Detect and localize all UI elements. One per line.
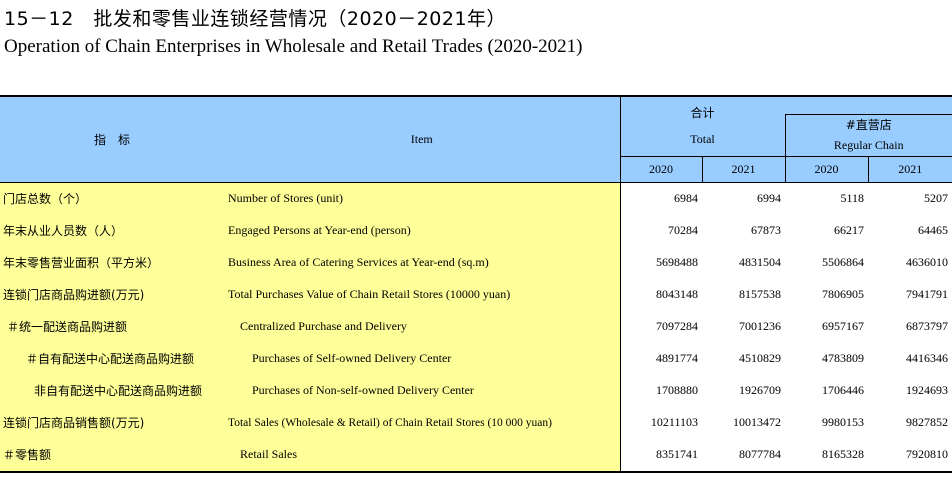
row-label-cn: ＃零售额 (0, 438, 224, 472)
cell-value: 6873797 (906, 319, 948, 333)
row-label-en: Business Area of Catering Services at Ye… (224, 246, 620, 279)
cell-value: 5118 (840, 191, 864, 205)
cell-value: 7806905 (822, 287, 864, 301)
cell-value: 64465 (918, 223, 948, 237)
row-label-cn: ＃自有配送中心配送商品购进额 (0, 342, 224, 375)
cell-value: 4891774 (619, 342, 702, 375)
cell-value: 4416346 (906, 351, 948, 365)
header-total: 合计 Total (619, 96, 785, 157)
cell-value: 4783809 (822, 351, 864, 365)
cell-value: 1924693 (906, 383, 948, 397)
row-label-en: Retail Sales (224, 438, 620, 472)
cell-value: 6957167 (822, 319, 864, 333)
cell-value: 5698488 (619, 246, 702, 279)
cell-value: 8165328 (822, 447, 864, 461)
row-label-en: Total Purchases Value of Chain Retail St… (224, 278, 620, 311)
table-row: 连锁门店商品销售额(万元) Total Sales (Wholesale & R… (0, 406, 952, 439)
row-label-en: Engaged Persons at Year-end (person) (224, 214, 620, 247)
cell-value: 7920810 (906, 447, 948, 461)
table-row: 年末零售营业面积（平方米） Business Area of Catering … (0, 246, 952, 279)
cell-value: 8043148 (619, 278, 702, 311)
row-label-cn: 年末零售营业面积（平方米） (0, 246, 224, 279)
row-label-en: Centralized Purchase and Delivery (224, 310, 620, 343)
row-label-cn: 连锁门店商品销售额(万元) (0, 406, 224, 439)
cell-value: 8157538 (739, 287, 781, 301)
year-regular-2020: 2020 (784, 156, 868, 182)
table-row: 门店总数（个） Number of Stores (unit) 6984 699… (0, 182, 952, 215)
cell-value: 1926709 (739, 383, 781, 397)
cell-value: 8077784 (739, 447, 781, 461)
year-regular-2021: 2021 (867, 156, 952, 182)
year-total-2021: 2021 (701, 156, 785, 182)
row-label-cn: 非自有配送中心配送商品购进额 (0, 374, 224, 407)
cell-value: 67873 (751, 223, 781, 237)
header-spacer (785, 96, 952, 114)
row-label-en: Number of Stores (unit) (224, 182, 620, 215)
cell-value: 5506864 (822, 255, 864, 269)
header-regular-cn: #直营店 (845, 118, 892, 132)
cell-value: 1706446 (822, 383, 864, 397)
cell-value: 70284 (619, 214, 702, 247)
cell-value: 1708880 (619, 374, 702, 407)
cell-value: 4636010 (906, 255, 948, 269)
cell-value: 7941791 (906, 287, 948, 301)
row-label-en: Purchases of Self-owned Delivery Center (224, 342, 620, 375)
header-regular-en: Regular Chain (833, 138, 904, 152)
row-label-cn: 门店总数（个） (0, 182, 224, 215)
table-row: 连锁门店商品购进额(万元) Total Purchases Value of C… (0, 278, 952, 311)
table-row: ＃统一配送商品购进额 Centralized Purchase and Deli… (0, 310, 952, 343)
year-total-2020: 2020 (619, 156, 702, 182)
chain-operation-table: 指 标 Item 合计 Total #直营店 Regular Chain 202… (0, 95, 952, 473)
header-indicator: 指 标 (0, 96, 224, 182)
cell-value: 4831504 (739, 255, 781, 269)
row-label-en: Purchases of Non-self-owned Delivery Cen… (224, 374, 620, 407)
header-total-en: Total (690, 132, 715, 147)
cell-value: 66217 (834, 223, 864, 237)
row-label-cn: 年末从业人员数（人） (0, 214, 224, 247)
header-regular-chain: #直营店 Regular Chain (784, 113, 952, 157)
cell-value: 7001236 (739, 319, 781, 333)
row-label-en: Total Sales (Wholesale & Retail) of Chai… (224, 406, 620, 439)
cell-value: 9827852 (906, 415, 948, 429)
table-row: 年末从业人员数（人） Engaged Persons at Year-end (… (0, 214, 952, 247)
row-label-cn: ＃统一配送商品购进额 (0, 310, 224, 343)
cell-value: 7097284 (619, 310, 702, 343)
header-item: Item (224, 96, 620, 182)
cell-value: 4510829 (739, 351, 781, 365)
page-title-cn: 15－12 批发和零售业连锁经营情况（2020－2021年） (4, 8, 507, 30)
table-row: ＃自有配送中心配送商品购进额 Purchases of Self-owned D… (0, 342, 952, 375)
cell-value: 9980153 (822, 415, 864, 429)
table-row: ＃零售额 Retail Sales 8351741 8077784 816532… (0, 438, 952, 472)
cell-value: 10211103 (619, 406, 702, 439)
cell-value: 6994 (757, 191, 781, 205)
header-total-cn: 合计 (690, 106, 715, 121)
cell-value: 10013472 (733, 415, 781, 429)
cell-value: 6984 (619, 182, 702, 215)
page-title-en: Operation of Chain Enterprises in Wholes… (4, 36, 583, 57)
table-row: 非自有配送中心配送商品购进额 Purchases of Non-self-own… (0, 374, 952, 407)
row-label-cn: 连锁门店商品购进额(万元) (0, 278, 224, 311)
cell-value: 8351741 (619, 438, 702, 472)
cell-value: 5207 (924, 191, 948, 205)
